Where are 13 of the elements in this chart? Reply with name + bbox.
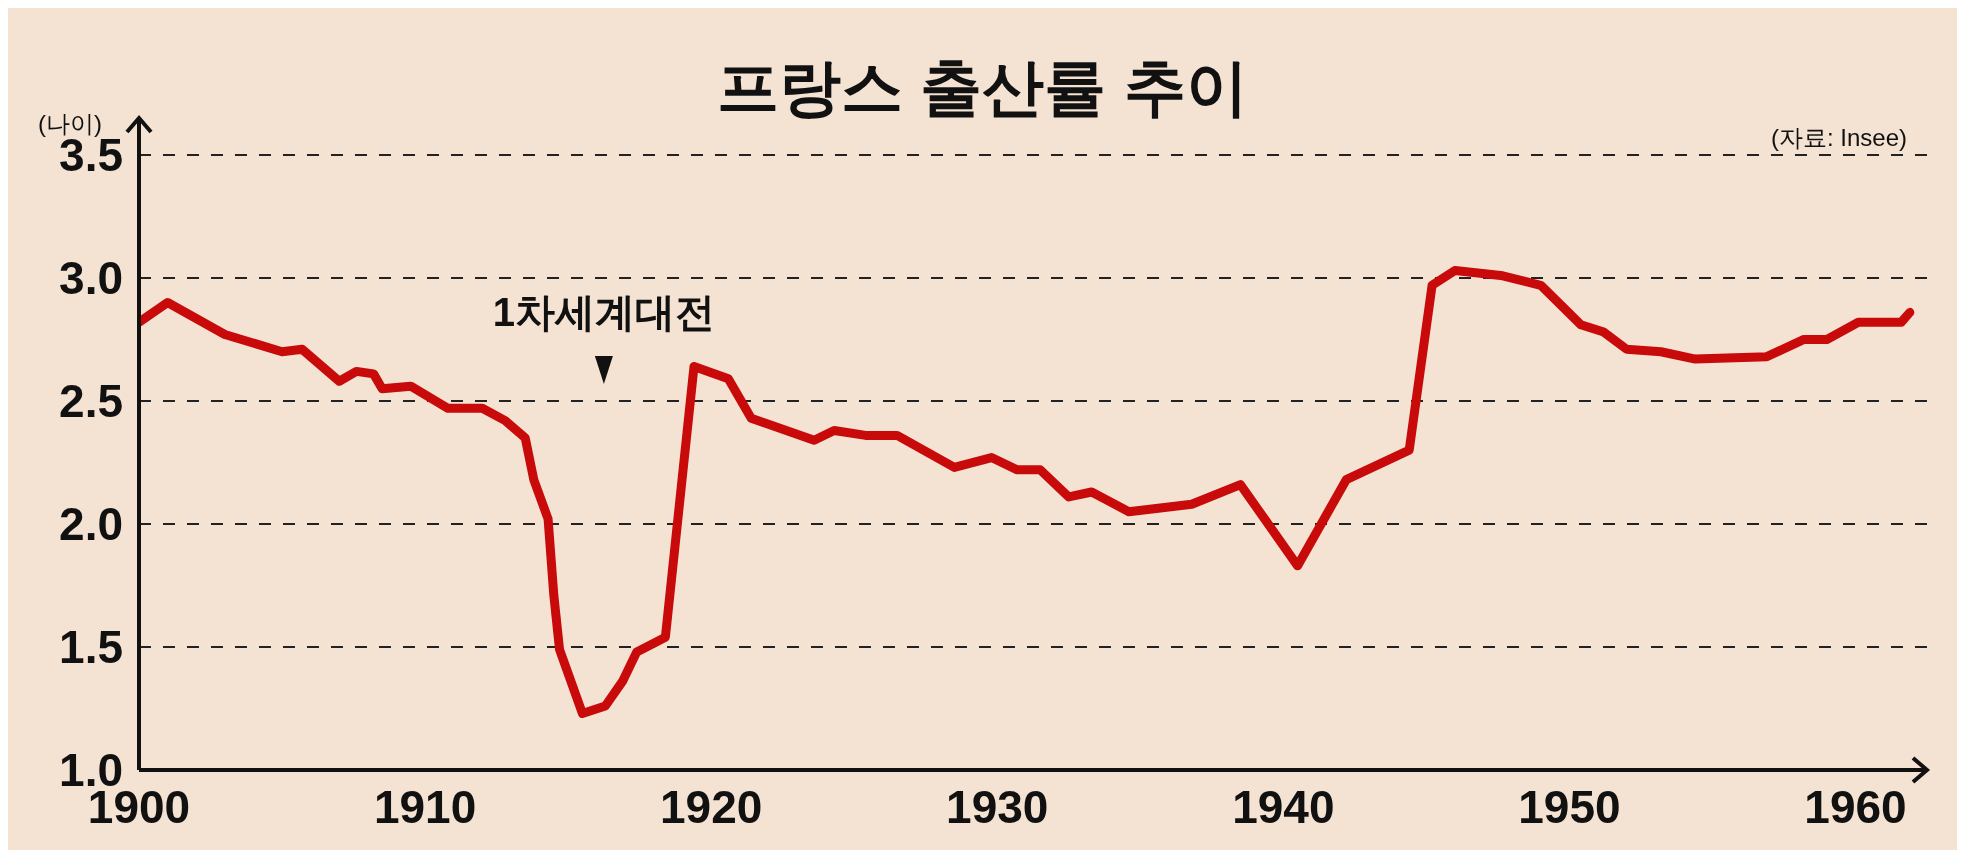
x-tick-label: 1960: [1804, 780, 1907, 833]
x-tick-label: 1910: [373, 780, 477, 833]
y-tick-label: 2.0: [59, 498, 123, 551]
annotation: (자료: Insee): [1770, 124, 1907, 151]
annotation: 1차세계대전: [492, 290, 716, 334]
x-tick-label: 1920: [659, 780, 763, 833]
x-tick-label: 1950: [1518, 780, 1621, 833]
x-tick-label: 1940: [1232, 780, 1335, 833]
y-tick-label: 2.5: [59, 375, 123, 428]
y-tick-label: 1.5: [59, 621, 123, 674]
chart-title: 프랑스 출산률 추이: [717, 53, 1248, 122]
x-tick-label: 1930: [946, 780, 1049, 833]
y-tick-label: 3.0: [59, 252, 123, 305]
